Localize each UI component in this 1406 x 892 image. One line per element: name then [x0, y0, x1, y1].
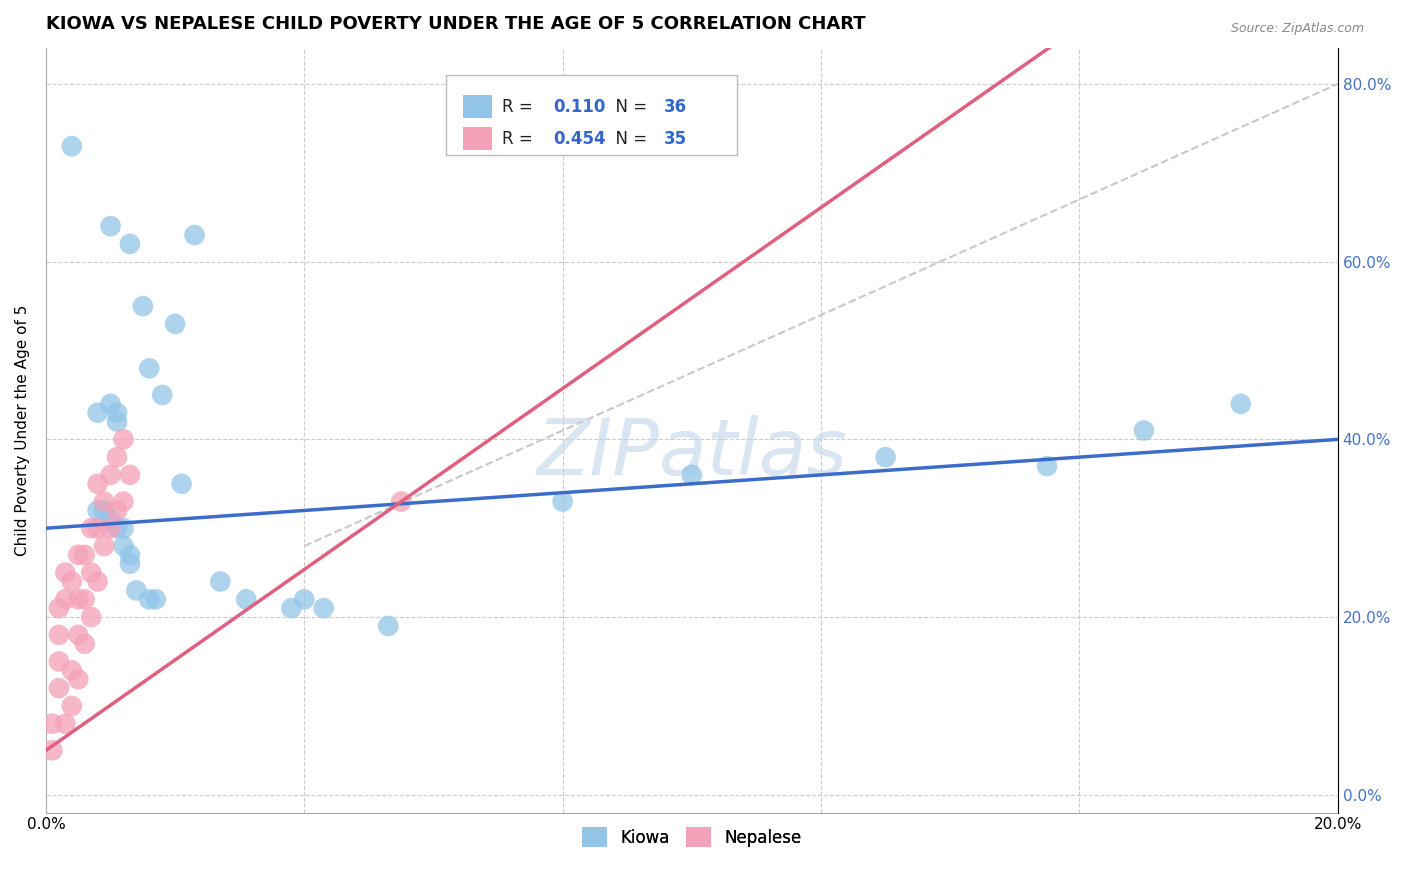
Point — [150, 388, 173, 402]
Point — [73, 637, 96, 651]
Point — [551, 494, 574, 508]
Point — [105, 406, 128, 420]
Text: 35: 35 — [664, 129, 686, 147]
Point — [53, 566, 76, 580]
Point — [105, 450, 128, 464]
Point — [80, 566, 103, 580]
Point — [209, 574, 232, 589]
Text: R =: R = — [502, 129, 538, 147]
Text: 36: 36 — [664, 97, 686, 116]
Point — [73, 592, 96, 607]
Point — [67, 592, 90, 607]
Point — [67, 628, 90, 642]
Point — [100, 521, 122, 535]
Point — [118, 557, 141, 571]
Text: 0.454: 0.454 — [554, 129, 606, 147]
Point — [80, 610, 103, 624]
Point — [118, 467, 141, 482]
Point — [377, 619, 399, 633]
Point — [165, 317, 187, 331]
Point — [1133, 424, 1156, 438]
Point — [138, 592, 160, 607]
Point — [112, 433, 135, 447]
Point — [681, 467, 703, 482]
Point — [93, 494, 115, 508]
Text: 0.110: 0.110 — [554, 97, 606, 116]
Y-axis label: Child Poverty Under the Age of 5: Child Poverty Under the Age of 5 — [15, 305, 30, 557]
Point — [86, 503, 108, 517]
Point — [60, 139, 83, 153]
Point — [112, 539, 135, 553]
Point — [53, 592, 76, 607]
Text: N =: N = — [605, 97, 652, 116]
Point — [48, 681, 70, 695]
Point — [125, 583, 148, 598]
Text: R =: R = — [502, 97, 538, 116]
Point — [86, 574, 108, 589]
Point — [118, 548, 141, 562]
Point — [118, 236, 141, 251]
Point — [93, 539, 115, 553]
Point — [48, 628, 70, 642]
Point — [100, 219, 122, 234]
Text: KIOWA VS NEPALESE CHILD POVERTY UNDER THE AGE OF 5 CORRELATION CHART: KIOWA VS NEPALESE CHILD POVERTY UNDER TH… — [46, 15, 866, 33]
FancyBboxPatch shape — [446, 75, 737, 155]
Text: ZIPatlas: ZIPatlas — [536, 416, 848, 491]
Point — [41, 743, 63, 757]
Point — [145, 592, 167, 607]
Point — [67, 673, 90, 687]
Point — [86, 476, 108, 491]
Point — [292, 592, 315, 607]
Point — [48, 655, 70, 669]
Point — [105, 415, 128, 429]
Point — [80, 521, 103, 535]
Point — [60, 574, 83, 589]
Point — [86, 406, 108, 420]
Point — [132, 299, 155, 313]
Point — [312, 601, 335, 615]
Point — [100, 512, 122, 526]
Point — [100, 397, 122, 411]
Point — [73, 548, 96, 562]
Point — [235, 592, 257, 607]
Point — [53, 716, 76, 731]
Point — [170, 476, 193, 491]
Point — [48, 601, 70, 615]
Point — [100, 467, 122, 482]
Point — [112, 494, 135, 508]
Point — [280, 601, 302, 615]
Point — [60, 664, 83, 678]
Text: N =: N = — [605, 129, 652, 147]
Point — [875, 450, 897, 464]
Point — [60, 698, 83, 713]
Point — [112, 521, 135, 535]
Point — [93, 503, 115, 517]
Legend: Kiowa, Nepalese: Kiowa, Nepalese — [575, 821, 808, 854]
Point — [105, 521, 128, 535]
Point — [86, 521, 108, 535]
Point — [1036, 458, 1059, 473]
FancyBboxPatch shape — [463, 127, 492, 150]
Point — [138, 361, 160, 376]
Point — [389, 494, 412, 508]
Point — [183, 227, 205, 242]
Text: Source: ZipAtlas.com: Source: ZipAtlas.com — [1230, 22, 1364, 36]
Point — [67, 548, 90, 562]
Point — [41, 716, 63, 731]
Point — [1229, 397, 1251, 411]
Point — [105, 503, 128, 517]
FancyBboxPatch shape — [463, 95, 492, 118]
